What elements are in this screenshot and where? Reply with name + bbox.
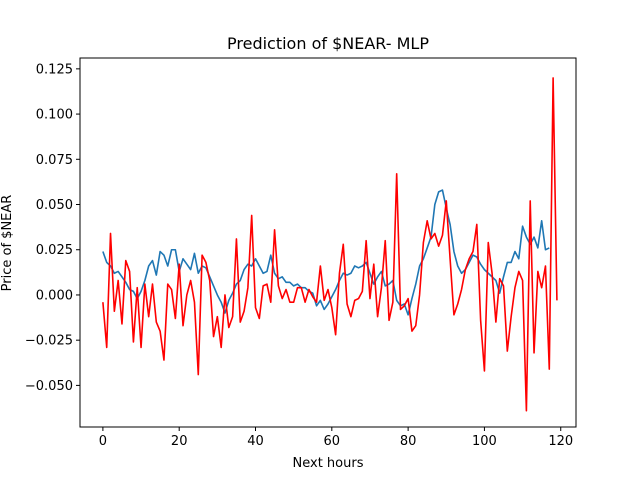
y-tick-label: 0.075 [36,153,73,168]
x-axis-ticks: 0 20 40 60 80 100 120 [99,427,573,449]
y-tick-label: −0.025 [25,334,73,349]
y-tick-label: −0.050 [25,379,73,394]
plot-frame [79,57,577,428]
y-tick-label: 0.050 [36,198,73,213]
x-tick-label: 100 [472,434,497,449]
x-tick-label: 60 [324,434,341,449]
chart-title: Prediction of $NEAR- MLP [227,34,429,53]
series-line-2 [102,77,558,412]
y-axis-ticks: −0.050 −0.025 0.000 0.025 0.050 0.075 0.100 0.1… [25,62,80,394]
x-axis-label: Next hours [293,456,364,471]
y-axis-label: Price of $NEAR [0,195,15,292]
x-tick-label: 0 [99,434,107,449]
y-tick-label: 0.000 [36,288,73,303]
series-group [102,77,558,412]
y-tick-label: 0.025 [36,243,73,258]
x-tick-label: 40 [247,434,264,449]
x-tick-label: 80 [400,434,417,449]
x-tick-label: 20 [171,434,188,449]
y-tick-label: 0.125 [36,62,73,77]
series-line-1 [102,189,550,316]
y-tick-label: 0.100 [36,108,73,123]
x-tick-label: 120 [548,434,573,449]
